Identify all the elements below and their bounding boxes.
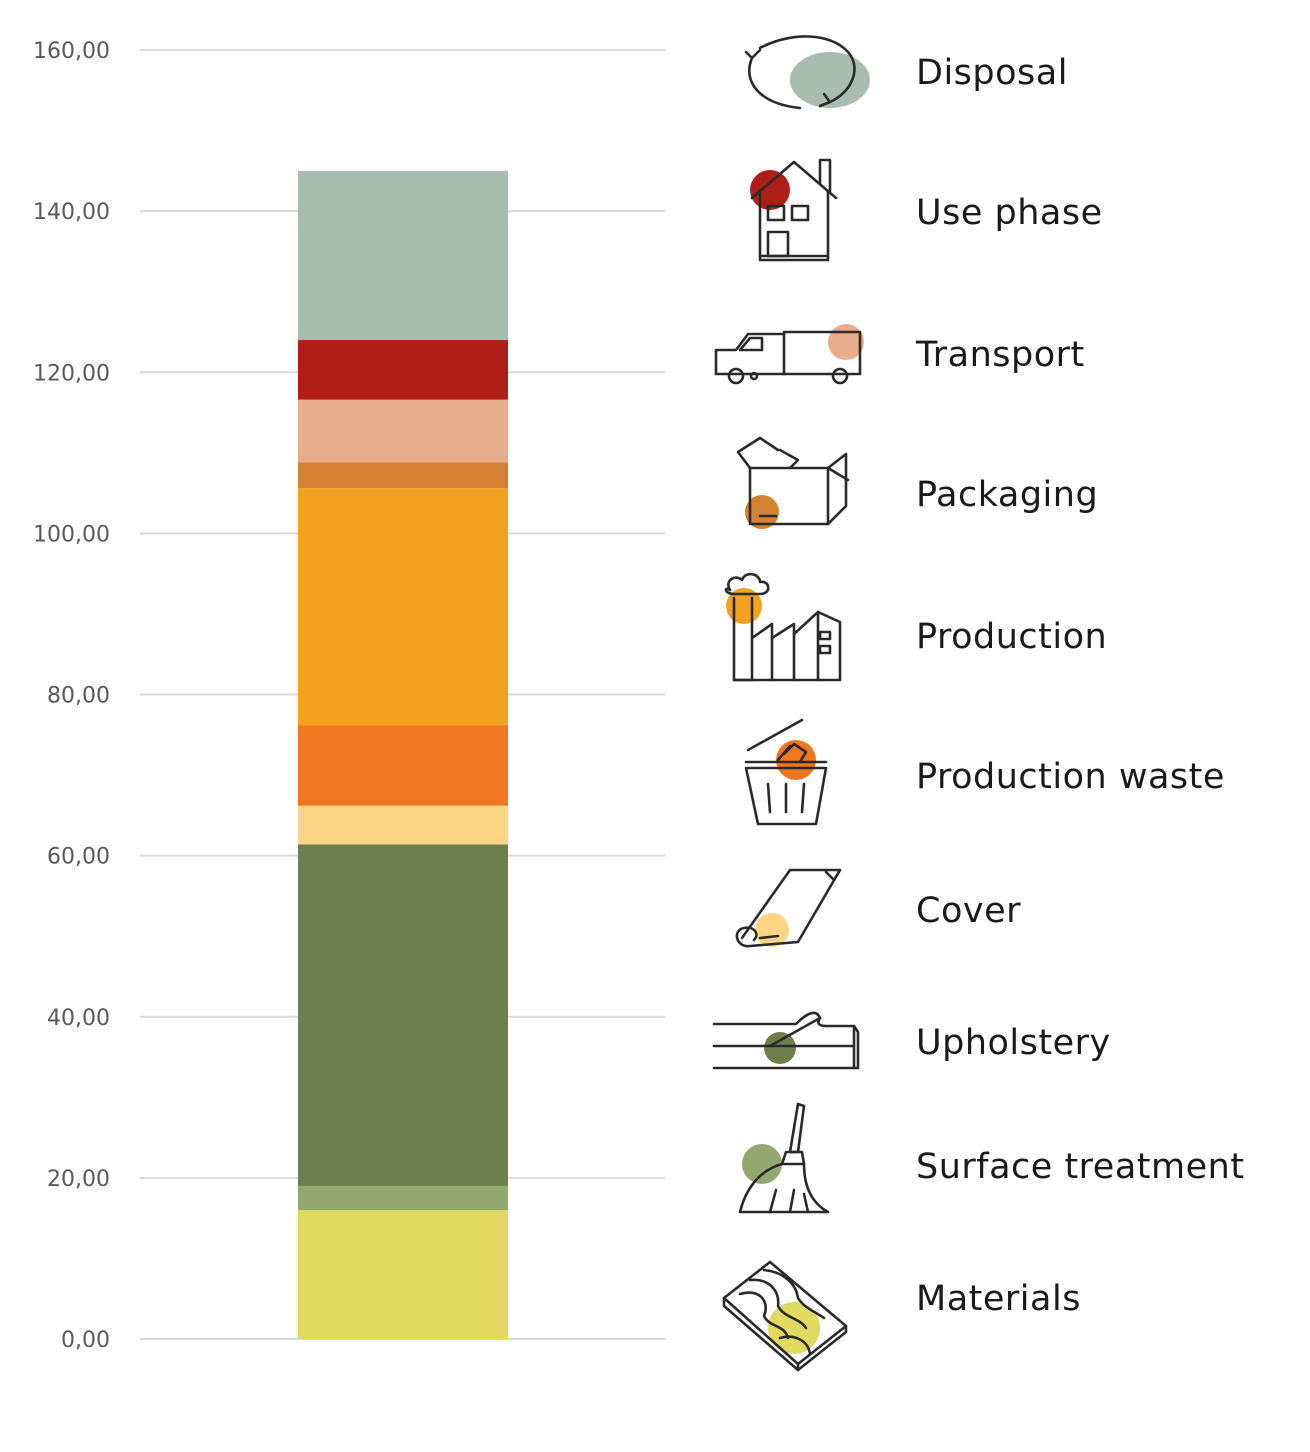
legend-label: Disposal xyxy=(916,53,1068,93)
legend-item-packaging: Packaging xyxy=(736,436,1098,531)
brush-icon xyxy=(738,1102,830,1214)
y-tick-label: 20,00 xyxy=(47,1167,110,1192)
truck-icon xyxy=(714,322,866,385)
legend-label: Cover xyxy=(916,891,1021,931)
legend-label: Materials xyxy=(916,1279,1081,1319)
stacked-bar xyxy=(298,170,508,1339)
y-axis-tick-labels: 0,00 20,00 40,00 60,00 80,00 100,00 120,00 140,… xyxy=(33,39,110,1353)
legend: Disposal Use phase Transport Packaging Produ… xyxy=(712,35,1245,1372)
fabric-roll-icon xyxy=(735,868,842,949)
bar-segment-cover xyxy=(298,805,508,845)
y-tick-label: 140,00 xyxy=(33,200,110,225)
y-tick-label: 120,00 xyxy=(33,361,110,386)
house-icon xyxy=(748,158,838,262)
legend-item-materials: Materials xyxy=(722,1260,1081,1372)
factory-icon xyxy=(724,572,842,682)
legend-item-production: Production xyxy=(724,572,1107,682)
box-icon xyxy=(736,436,850,531)
legend-item-transport: Transport xyxy=(714,322,1085,385)
legend-item-production-waste: Production waste xyxy=(744,718,1225,826)
legend-label: Surface treatment xyxy=(916,1147,1245,1187)
legend-label: Production waste xyxy=(916,757,1225,797)
y-tick-label: 40,00 xyxy=(47,1006,110,1031)
legend-label: Packaging xyxy=(916,475,1098,515)
bar-segment-surface-treatment xyxy=(298,1185,508,1211)
legend-label: Transport xyxy=(915,335,1085,375)
y-tick-label: 160,00 xyxy=(33,39,110,64)
bar-segment-upholstery xyxy=(298,844,508,1186)
legend-item-upholstery: Upholstery xyxy=(712,1011,1111,1070)
wood-plank-icon xyxy=(722,1260,848,1372)
legend-item-disposal: Disposal xyxy=(744,35,1068,110)
bar-segment-materials xyxy=(298,1210,508,1339)
legend-item-use-phase: Use phase xyxy=(748,158,1103,262)
foam-layers-icon xyxy=(712,1011,860,1070)
bar-segment-disposal xyxy=(298,170,508,341)
bar-segment-transport xyxy=(298,399,508,463)
legend-item-cover: Cover xyxy=(735,868,1021,949)
legend-label: Use phase xyxy=(916,193,1103,233)
y-tick-label: 80,00 xyxy=(47,684,110,709)
y-tick-label: 60,00 xyxy=(47,845,110,870)
legend-label: Production xyxy=(916,617,1107,657)
legend-item-surface-treatment: Surface treatment xyxy=(738,1102,1245,1214)
bar-segment-production-waste xyxy=(298,725,508,806)
y-tick-label: 0,00 xyxy=(61,1328,110,1353)
bar-segment-production xyxy=(298,488,508,726)
y-tick-label: 100,00 xyxy=(33,522,110,547)
legend-label: Upholstery xyxy=(916,1023,1111,1063)
recycle-icon xyxy=(744,35,872,110)
trash-bin-icon xyxy=(744,718,828,826)
bar-segment-packaging xyxy=(298,462,508,489)
bar-segment-use-phase xyxy=(298,340,508,400)
